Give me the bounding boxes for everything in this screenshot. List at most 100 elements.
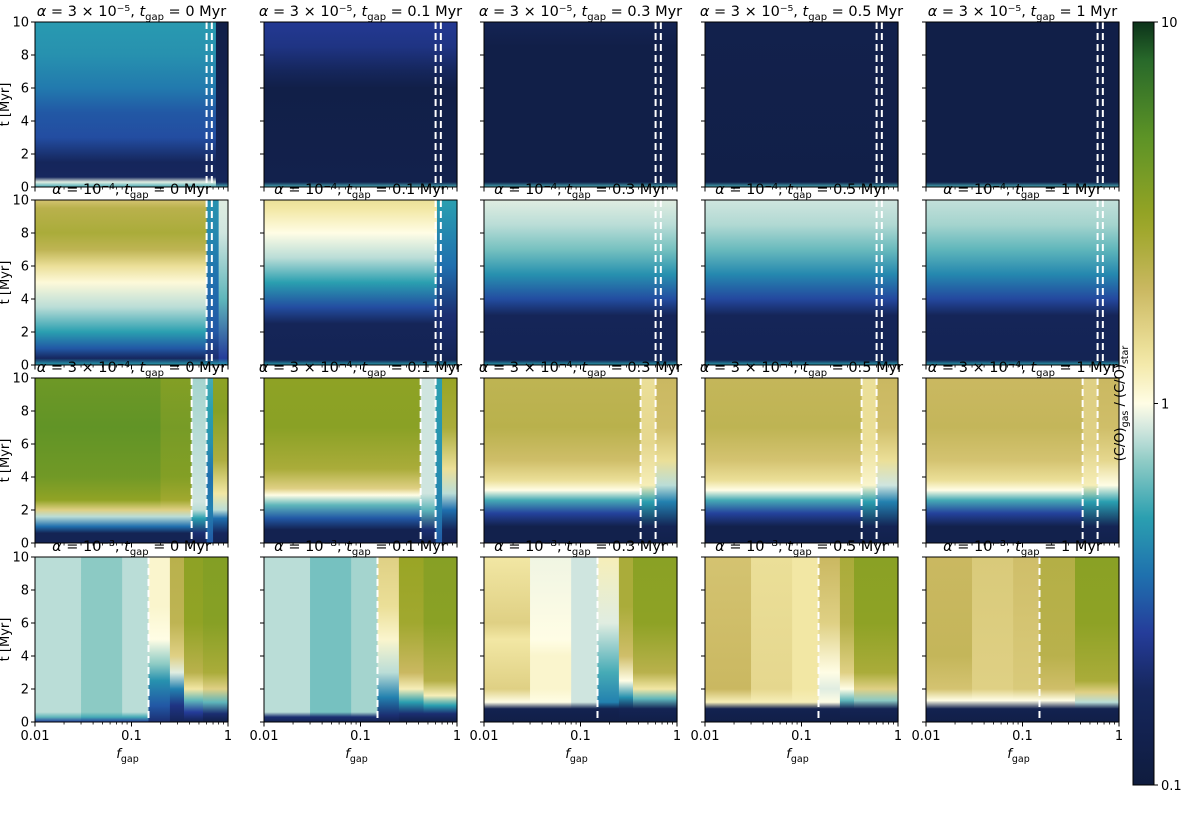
heatmap-column [926, 557, 973, 722]
heatmap-column [876, 378, 899, 543]
heatmap-column [423, 557, 458, 722]
panel-r4-c2: 0.01 0.1 1 fgap α = 10⁻³, tgap = 0.1 Myr [250, 539, 462, 765]
y-axis-label: t [Myr] [0, 618, 13, 662]
heatmap-column [184, 557, 204, 722]
colorbar-tick-label: 1 [1161, 398, 1169, 413]
x-tick-label: 1 [453, 729, 461, 744]
y-tick-label: 6 [21, 82, 29, 97]
heatmap-column [972, 557, 1014, 722]
x-axis-label: fgap [116, 747, 138, 765]
panel-title: α = 10⁻⁴, tgap = 1 Myr [943, 182, 1102, 201]
heatmap-column [351, 557, 379, 722]
y-tick-label: 8 [21, 584, 29, 599]
y-tick-label: 8 [21, 405, 29, 420]
panel-r4-c1: 0 2 4 6 8 10 t [Myr] 0.01 0.1 1 fgap α = 10⁻³, tgap… [0, 539, 232, 765]
heatmap-column [530, 557, 572, 722]
y-tick-label: 4 [21, 115, 29, 130]
x-tick-label: 0.1 [350, 729, 371, 744]
y-tick-label: 2 [21, 148, 29, 163]
panel-title: α = 3 × 10⁻⁵, tgap = 0.5 Myr [700, 4, 903, 23]
heatmap-column [1097, 378, 1120, 543]
x-tick-label: 1 [1115, 729, 1123, 744]
y-tick-label: 4 [21, 471, 29, 486]
panel-title: α = 3 × 10⁻⁵, tgap = 1 Myr [928, 4, 1117, 23]
heatmap-column [861, 378, 878, 543]
x-tick-label: 0.1 [1012, 729, 1033, 744]
x-axis-label: fgap [345, 747, 367, 765]
heatmap-column [81, 557, 123, 722]
y-tick-label: 10 [12, 194, 29, 209]
heatmap-column [442, 378, 458, 543]
y-tick-label: 0 [21, 181, 29, 196]
panel-title: α = 10⁻³, tgap = 0.3 Myr [494, 539, 667, 558]
y-tick-label: 4 [21, 650, 29, 665]
heatmap-column [484, 557, 531, 722]
panel-r3-c3: α = 3 × 10⁻⁴, tgap = 0.3 Myr [479, 360, 682, 548]
heatmap-column [655, 378, 678, 543]
y-tick-label: 6 [21, 617, 29, 632]
heatmap-column [377, 557, 400, 722]
heatmap-column [618, 557, 634, 722]
heatmap-column [1039, 557, 1076, 722]
x-tick-label: 1 [894, 729, 902, 744]
panel-r2-c2: α = 10⁻⁴, tgap = 0.1 Myr [260, 182, 458, 370]
heatmap-column [1075, 557, 1120, 722]
heatmap-column [792, 557, 820, 722]
heatmap-column [854, 557, 899, 722]
heatmap-column [169, 557, 185, 722]
x-tick-label: 0.01 [250, 729, 279, 744]
panel-title: α = 3 × 10⁻⁴, tgap = 0.1 Myr [259, 360, 462, 379]
heatmap-column [264, 557, 311, 722]
heatmap-column [206, 200, 220, 365]
y-tick-label: 0 [21, 716, 29, 731]
panel-r3-c1: 0 2 4 6 8 10 t [Myr] α = 3 × 10⁻⁴, tgap = 0 Myr [0, 360, 229, 552]
panel-title: α = 3 × 10⁻⁴, tgap = 1 Myr [928, 360, 1117, 379]
panel-r4-c3: 0.01 0.1 1 fgap α = 10⁻³, tgap = 0.3 Myr [470, 539, 682, 765]
panel-title: α = 10⁻⁴, tgap = 0.1 Myr [274, 182, 447, 201]
colorbar-ticks: 10 1 0.1 [1154, 16, 1182, 794]
heatmap-column [926, 200, 1120, 365]
panel-r3-c2: α = 3 × 10⁻⁴, tgap = 0.1 Myr [259, 360, 462, 548]
x-tick-label: 0.1 [121, 729, 142, 744]
y-tick-label: 2 [21, 326, 29, 341]
panel-title: α = 10⁻⁴, tgap = 0.3 Myr [494, 182, 667, 201]
y-tick-label: 4 [21, 293, 29, 308]
y-axis-label: t [Myr] [0, 261, 13, 305]
y-tick-label: 8 [21, 227, 29, 242]
panel-title: α = 10⁻³, tgap = 1 Myr [943, 539, 1102, 558]
heatmap-column [484, 378, 642, 543]
panel-title: α = 3 × 10⁻⁴, tgap = 0 Myr [37, 360, 226, 379]
panel-grid: 0246810t [Myr]α = 3 × 10⁻⁵, tgap = 0 Myr… [0, 4, 1123, 765]
colorbar-gradient [1132, 21, 1155, 786]
heatmap-column [1082, 378, 1099, 543]
colorbar-tick-label: 10 [1161, 16, 1178, 31]
x-axis-label: fgap [565, 747, 587, 765]
heatmap-column [926, 378, 1084, 543]
heatmap-column [484, 22, 678, 187]
x-tick-label: 0.1 [791, 729, 812, 744]
x-tick-label: 0.1 [570, 729, 591, 744]
y-axis-label: t [Myr] [0, 439, 13, 483]
x-tick-label: 1 [224, 729, 232, 744]
panel-title: α = 10⁻³, tgap = 0.5 Myr [715, 539, 888, 558]
heatmap-column [264, 200, 438, 365]
y-tick-label: 10 [12, 372, 29, 387]
panel-r1-c1: 0 2 4 6 8 10 t [Myr] α = 3 × 10⁻⁵, tgap = 0 Myr [0, 4, 229, 196]
panel-r4-c5: 0.01 0.1 1 fgap α = 10⁻³, tgap = 1 Myr [912, 539, 1124, 765]
y-tick-label: 6 [21, 438, 29, 453]
x-tick-label: 1 [673, 729, 681, 744]
heatmap-column [484, 200, 678, 365]
panel-r1-c2: α = 3 × 10⁻⁵, tgap = 0.1 Myr [259, 4, 462, 192]
heatmap-column [705, 200, 899, 365]
y-tick-label: 10 [12, 16, 29, 31]
heatmap-column [751, 557, 793, 722]
heatmap-column [215, 22, 229, 187]
heatmap-column [160, 378, 193, 543]
y-tick-label: 10 [12, 551, 29, 566]
heatmap-column [839, 557, 855, 722]
panel-title: α = 3 × 10⁻⁵, tgap = 0.1 Myr [259, 4, 462, 23]
y-tick-label: 2 [21, 504, 29, 519]
heatmap-column [35, 557, 82, 722]
panel-r4-c4: 0.01 0.1 1 fgap α = 10⁻³, tgap = 0.5 Myr [691, 539, 903, 765]
heatmap-column [35, 378, 162, 543]
